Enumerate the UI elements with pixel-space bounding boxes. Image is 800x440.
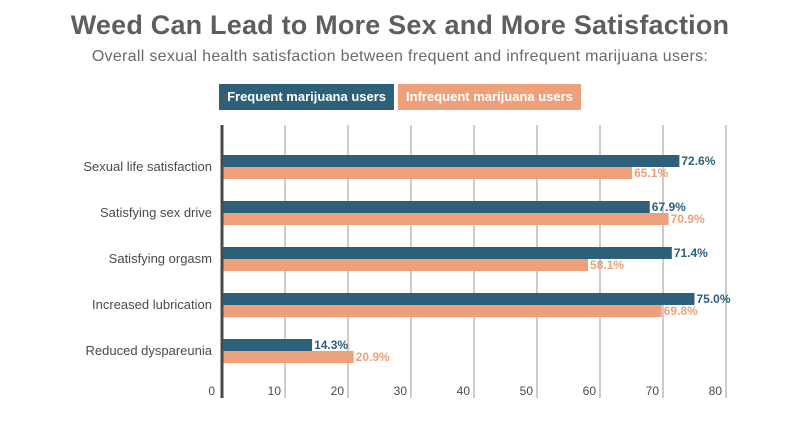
bar-infrequent (222, 305, 662, 317)
bar-frequent (222, 155, 680, 167)
category-label: Satisfying orgasm (109, 251, 212, 266)
value-label-infrequent: 69.8% (664, 304, 698, 318)
category-label: Reduced dyspareunia (86, 343, 213, 358)
x-tick-label: 0 (208, 384, 215, 398)
bar-frequent (222, 293, 695, 305)
bar-frequent (222, 201, 650, 213)
x-tick-label: 60 (583, 384, 597, 398)
value-label-infrequent: 65.1% (634, 166, 668, 180)
value-label-infrequent: 58.1% (590, 258, 624, 272)
value-label-frequent: 67.9% (652, 200, 686, 214)
category-label: Increased lubrication (92, 297, 212, 312)
chart-title: Weed Can Lead to More Sex and More Satis… (70, 10, 730, 40)
x-tick-label: 50 (520, 384, 534, 398)
bar-frequent (222, 247, 672, 259)
category-label: Sexual life satisfaction (83, 159, 212, 174)
value-label-frequent: 75.0% (697, 292, 731, 306)
bar-infrequent (222, 259, 589, 271)
legend-frequent-users: Frequent marijuana users (219, 84, 395, 110)
bar-infrequent (222, 167, 633, 179)
x-tick-label: 80 (709, 384, 723, 398)
x-tick-label: 10 (268, 384, 282, 398)
chart-legend: Frequent marijuana users Infrequent mari… (0, 84, 800, 110)
value-label-frequent: 71.4% (674, 246, 708, 260)
value-label-infrequent: 70.9% (671, 212, 705, 226)
x-tick-label: 70 (646, 384, 660, 398)
x-tick-label: 30 (394, 384, 408, 398)
x-tick-label: 20 (331, 384, 345, 398)
value-label-infrequent: 20.9% (356, 350, 390, 364)
value-label-frequent: 72.6% (681, 154, 715, 168)
bar-infrequent (222, 351, 354, 363)
value-label-frequent: 14.3% (314, 338, 348, 352)
category-label: Satisfying sex drive (100, 205, 212, 220)
legend-infrequent-users: Infrequent marijuana users (398, 84, 581, 110)
bar-infrequent (222, 213, 669, 225)
bar-frequent (222, 339, 313, 351)
chart-subtitle: Overall sexual health satisfaction betwe… (91, 48, 709, 65)
x-tick-label: 40 (457, 384, 471, 398)
